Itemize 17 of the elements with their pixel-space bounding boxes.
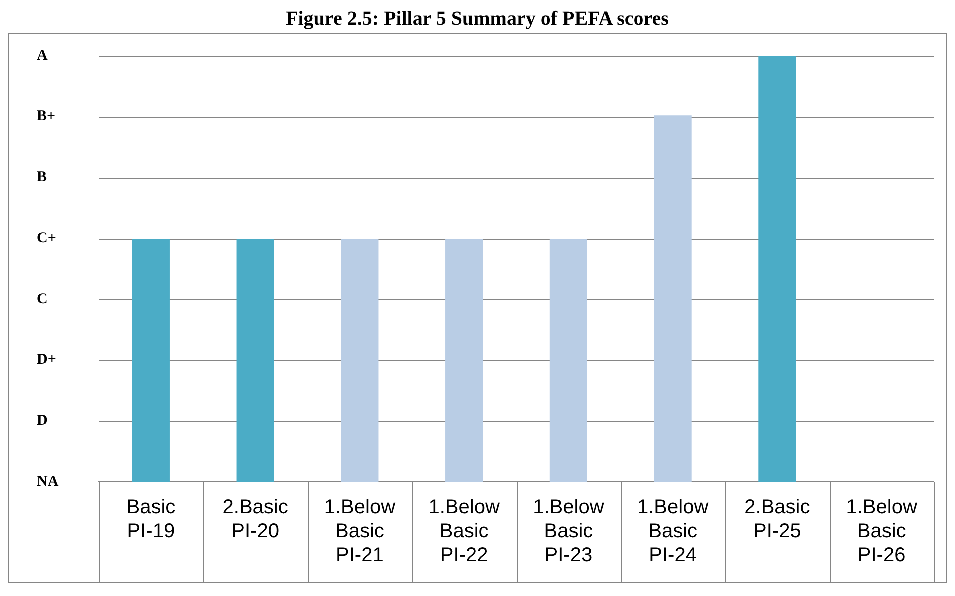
text: A bbox=[37, 48, 48, 64]
x-tick-label: 2.Basic PI-20 bbox=[222, 496, 288, 543]
x-tick-label: 1.Below Basic PI-24 bbox=[637, 496, 710, 567]
x-tick-label: 2.Basic PI-25 bbox=[744, 496, 810, 543]
x-tick-label: Basic PI-19 bbox=[126, 496, 176, 543]
x-tick-label: 1.Below Basic PI-21 bbox=[324, 496, 396, 567]
chart-title: Figure 2.5: Pillar 5 Summary of PEFA scores bbox=[285, 8, 670, 31]
text: D+ bbox=[37, 352, 56, 368]
text: C bbox=[37, 291, 48, 308]
text: B+ bbox=[37, 108, 56, 125]
text: NA bbox=[37, 474, 59, 490]
x-tick-label: 1.Below Basic PI-22 bbox=[428, 496, 500, 567]
x-tick-label: 1.Below Basic PI-23 bbox=[533, 496, 605, 567]
x-tick-label: 1.Below Basic PI-26 bbox=[846, 496, 918, 567]
text: D bbox=[37, 413, 48, 430]
text: C+ bbox=[37, 230, 56, 246]
text: B bbox=[37, 170, 48, 186]
